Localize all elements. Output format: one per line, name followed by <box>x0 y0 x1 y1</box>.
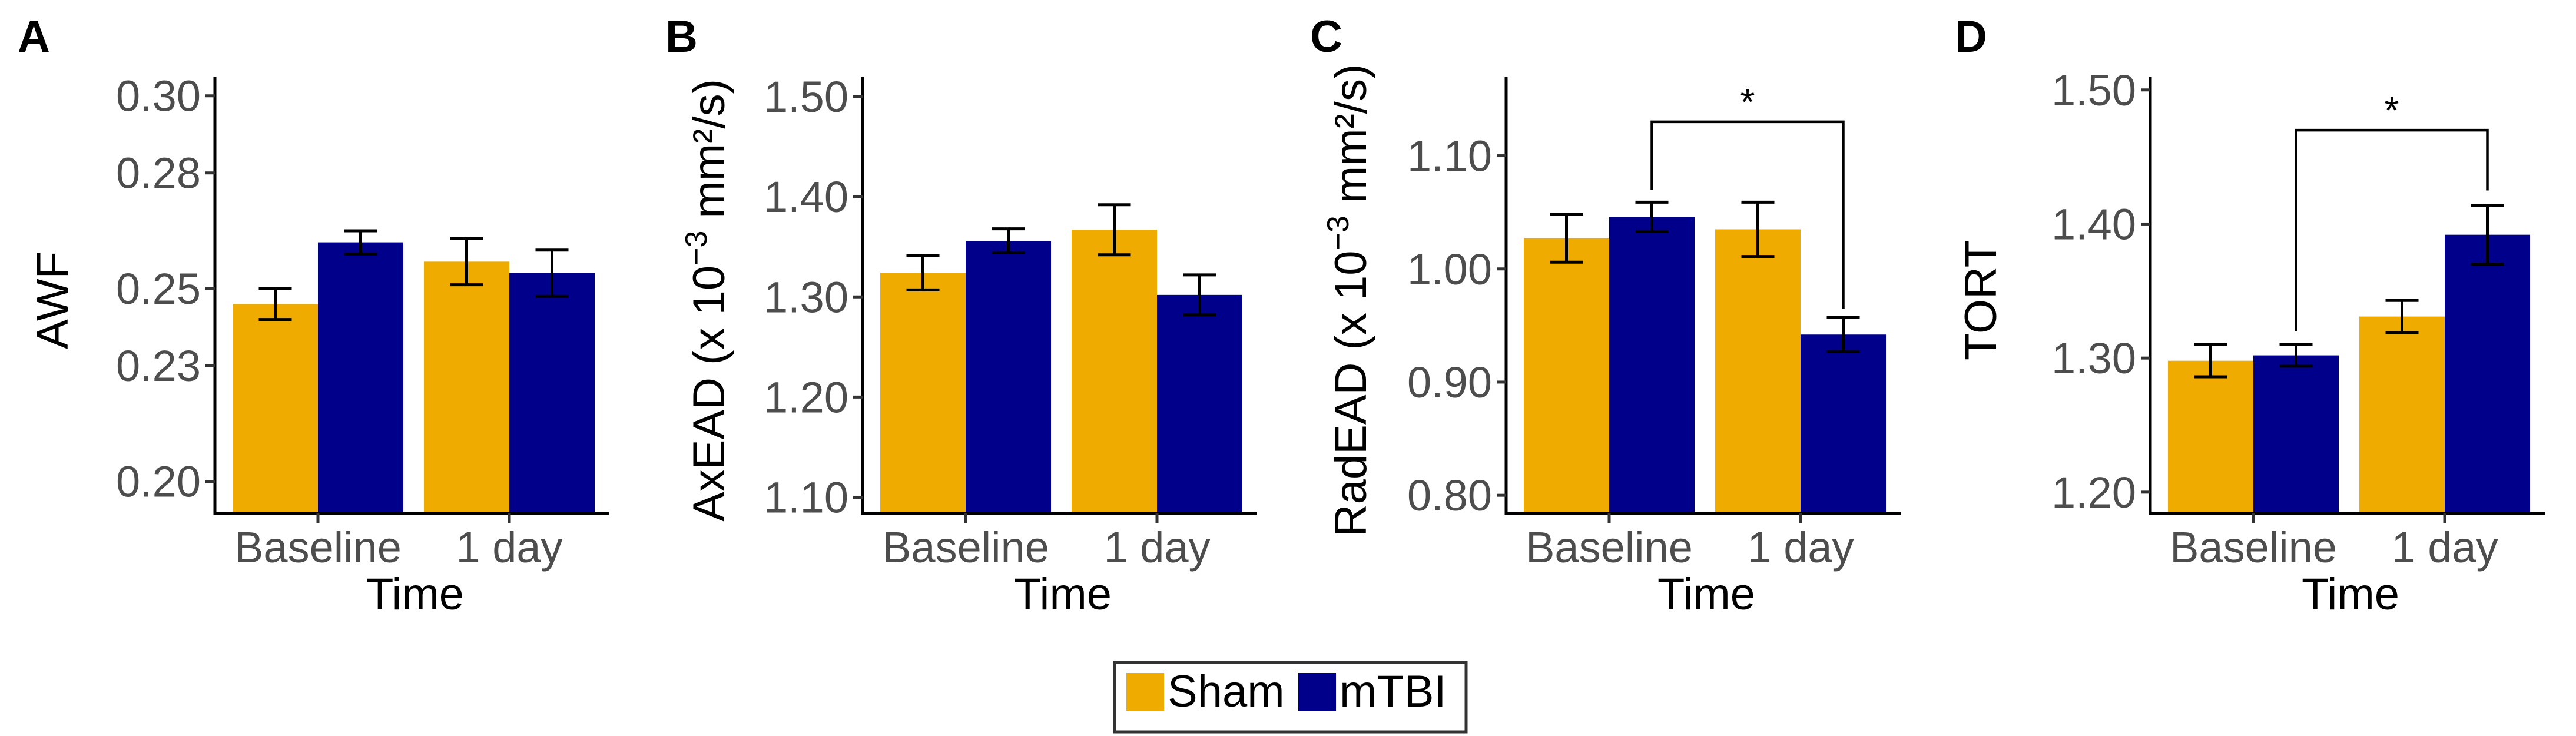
x-tick-label: Baseline <box>1526 523 1693 572</box>
x-tick-label: Baseline <box>2170 523 2337 572</box>
y-tick-label: 1.20 <box>764 373 848 422</box>
error-bar <box>1635 200 1669 233</box>
error-bar <box>2385 299 2419 334</box>
significance-bracket <box>1650 120 1845 309</box>
y-tick-label: 1.50 <box>2051 66 2136 115</box>
error-bar <box>535 248 569 298</box>
x-axis-title: Time <box>1014 569 1112 619</box>
error-bar <box>2471 204 2504 266</box>
x-axis-title: Time <box>1657 569 1755 619</box>
error-bar <box>1098 203 1131 257</box>
error-bar <box>906 254 940 291</box>
y-axis-title: AWF <box>28 251 78 349</box>
bar-mtbi-1-day <box>1157 294 1242 512</box>
error-bar <box>2279 343 2313 368</box>
significance-bracket <box>2295 128 2489 331</box>
panel-letter: C <box>1310 12 1342 62</box>
error-bar <box>344 229 377 256</box>
y-tick-label: 1.10 <box>764 473 848 522</box>
bar-mtbi-baseline <box>318 242 403 512</box>
y-tick-label: 0.30 <box>116 72 201 121</box>
significance-star: * <box>1740 81 1755 123</box>
y-tick-label: 1.40 <box>764 173 848 221</box>
legend-label-mtbi: mTBI <box>1340 667 1447 717</box>
y-axis-title: RadEAD (x 10−3 mm²/s) <box>1321 64 1376 537</box>
y-tick-label: 1.20 <box>2051 468 2136 517</box>
y-axis-title: AxEAD (x 10−3 mm²/s) <box>679 79 734 522</box>
error-bar <box>1826 316 1860 353</box>
panel-letter: D <box>1955 12 1987 62</box>
x-tick-label: 1 day <box>2391 523 2498 572</box>
legend-box <box>1113 661 1468 734</box>
legend-swatch-mtbi <box>1298 673 1336 711</box>
y-tick-label: 0.28 <box>116 149 201 198</box>
error-bar <box>1183 273 1216 317</box>
error-bar <box>992 227 1025 254</box>
legend-swatch-sham <box>1126 673 1164 711</box>
error-bar <box>2194 343 2227 379</box>
error-bar <box>1741 200 1775 258</box>
error-bar <box>258 287 292 321</box>
y-tick-label: 1.30 <box>2051 334 2136 383</box>
legend-label-sham: Sham <box>1168 667 1285 717</box>
y-tick-label: 1.40 <box>2051 200 2136 248</box>
bar-mtbi-1-day <box>1801 334 1886 512</box>
bar-sham-baseline <box>2168 360 2253 512</box>
legend: Sham mTBI <box>1113 661 1468 734</box>
x-tick-label: 1 day <box>1103 523 1210 572</box>
bar-sham-baseline <box>1524 238 1609 512</box>
axis-lines <box>2149 77 2545 515</box>
bar-sham-baseline <box>233 304 318 512</box>
bar-mtbi-1-day <box>2445 234 2530 512</box>
x-axis-title: Time <box>2302 569 2399 619</box>
x-tick-label: Baseline <box>882 523 1049 572</box>
bar-sham-1-day <box>424 261 509 512</box>
y-tick-label: 1.30 <box>764 273 848 321</box>
y-tick-label: 0.25 <box>116 264 201 313</box>
y-tick-label: 0.20 <box>116 457 201 506</box>
y-tick-label: 1.10 <box>1407 132 1492 181</box>
x-tick-label: 1 day <box>456 523 562 572</box>
y-tick-label: 1.50 <box>764 72 848 121</box>
y-tick-label: 0.80 <box>1407 471 1492 520</box>
y-tick-label: 0.90 <box>1407 358 1492 407</box>
axis-lines <box>213 77 609 515</box>
panel-letter: B <box>665 12 698 62</box>
axis-lines <box>861 77 1257 515</box>
y-tick-label: 1.00 <box>1407 245 1492 294</box>
bar-sham-1-day <box>2359 316 2445 512</box>
x-tick-label: 1 day <box>1747 523 1854 572</box>
y-tick-label: 0.23 <box>116 342 201 390</box>
x-axis-title: Time <box>366 569 464 619</box>
bar-sham-baseline <box>880 273 966 512</box>
bar-sham-1-day <box>1715 229 1801 512</box>
bar-sham-1-day <box>1072 230 1157 512</box>
bar-mtbi-baseline <box>1609 217 1695 512</box>
error-bar <box>450 237 483 287</box>
bar-mtbi-1-day <box>509 273 595 512</box>
y-axis-title: TORT <box>1956 240 2006 360</box>
axis-lines <box>1504 77 1901 515</box>
bar-mtbi-baseline <box>966 240 1051 512</box>
significance-star: * <box>2385 89 2399 131</box>
bar-mtbi-baseline <box>2253 355 2339 512</box>
error-bar <box>1550 213 1583 264</box>
x-tick-label: Baseline <box>234 523 402 572</box>
panel-letter: A <box>18 12 50 62</box>
